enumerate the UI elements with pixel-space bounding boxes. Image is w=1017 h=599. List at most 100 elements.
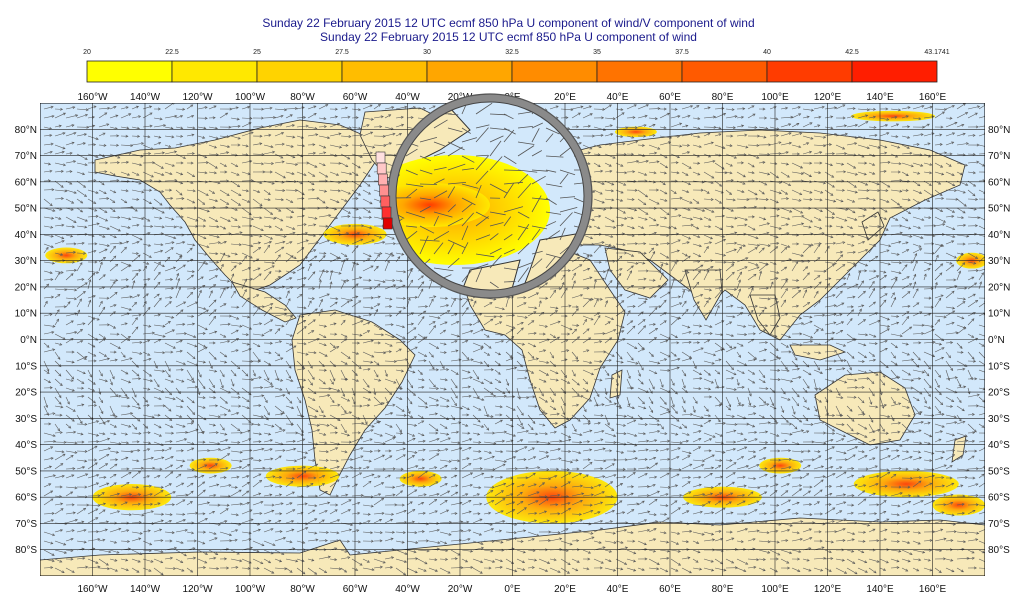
legend-swatch [171, 60, 258, 83]
magnifier-rim-outer [387, 93, 593, 299]
map-frame [40, 103, 985, 576]
legend-label: 32.5 [505, 49, 519, 56]
latitude-label-right: 10°S [988, 361, 1010, 372]
ocean-background [40, 103, 985, 576]
longitude-label-top: 140°W [130, 92, 161, 103]
latitude-label-right: 50°S [988, 466, 1010, 477]
wind-speed-shading [45, 110, 985, 524]
longitude-label-bottom: 80°E [712, 584, 734, 595]
wind-speed-zone [323, 223, 387, 245]
legend-swatch [851, 60, 938, 83]
legend-label: 22.5 [165, 49, 179, 56]
longitude-label-bottom: 140°E [866, 584, 894, 595]
central-america [231, 281, 297, 323]
longitude-labels: 160°W 140°W 120°W 100°W 80°W 60°W 40°W 20°W 0°E 2… [77, 92, 946, 595]
latitude-label-right: 0°N [988, 335, 1005, 346]
latitude-label-left: 30°N [15, 256, 37, 267]
latitude-label-right: 80°S [988, 545, 1010, 556]
british-isles [489, 181, 504, 206]
longitude-label-top: 40°E [607, 92, 629, 103]
longitude-label-bottom: 0°E [504, 584, 521, 595]
longitude-label-bottom: 140°W [130, 584, 161, 595]
south-america [291, 309, 416, 496]
wind-speed-zone [956, 252, 985, 269]
southeast-asia [749, 294, 781, 336]
longitude-label-bottom: 60°W [343, 584, 368, 595]
land-masses [40, 107, 985, 576]
latitude-label-right: 60°N [988, 177, 1010, 188]
new-zealand [951, 435, 967, 463]
wind-speed-zone [683, 486, 762, 508]
legend-label: 35 [593, 49, 601, 56]
australia [814, 371, 916, 446]
india [684, 269, 723, 321]
legend-swatch [426, 60, 513, 83]
north-america [94, 119, 379, 291]
magnifier-color-scale [375, 151, 393, 230]
color-legend: 20 22.5 25 27.5 30 32.5 35 37.5 40 42.5 43.1741 [83, 49, 950, 83]
latitude-label-left: 10°N [15, 309, 37, 320]
magnifier-lens[interactable] [360, 82, 607, 299]
longitude-label-bottom: 160°E [919, 584, 947, 595]
magnifier-rim-inner [395, 101, 585, 291]
longitude-label-top: 80°E [712, 92, 734, 103]
longitude-label-bottom: 20°W [448, 584, 473, 595]
latitude-label-right: 40°S [988, 440, 1010, 451]
longitude-label-bottom: 20°E [554, 584, 576, 595]
latitude-label-right: 20°N [988, 282, 1010, 293]
legend-swatch [596, 60, 683, 83]
latitude-label-left: 30°S [15, 414, 37, 425]
longitude-label-top: 160°E [919, 92, 947, 103]
madagascar [609, 369, 623, 399]
wind-speed-zone [486, 470, 618, 524]
longitude-label-top: 40°W [395, 92, 420, 103]
latitude-label-left: 0°N [20, 335, 37, 346]
legend-swatch [511, 60, 598, 83]
longitude-label-top: 140°E [866, 92, 894, 103]
chart-title-line-1: Sunday 22 February 2015 12 UTC ecmf 850 … [262, 16, 755, 30]
africa [461, 247, 626, 429]
legend-label: 42.5 [845, 49, 859, 56]
arabian-peninsula [604, 247, 669, 299]
wind-speed-zone [45, 247, 88, 264]
wind-speed-zone [265, 465, 340, 487]
latitude-label-right: 30°S [988, 414, 1010, 425]
longitude-label-top: 100°E [761, 92, 789, 103]
latitude-label-left: 60°S [15, 493, 37, 504]
longitude-label-top: 60°E [659, 92, 681, 103]
legend-label: 20 [83, 49, 91, 56]
legend-swatch [86, 60, 173, 83]
legend-label: 27.5 [335, 49, 349, 56]
longitude-label-bottom: 60°E [659, 584, 681, 595]
latitude-label-right: 20°S [988, 388, 1010, 399]
wind-speed-zone [189, 457, 232, 474]
wind-speed-zone [759, 457, 802, 474]
legend-label: 43.1741 [924, 49, 949, 56]
longitude-label-bottom: 80°W [290, 584, 315, 595]
latitude-label-right: 70°N [988, 151, 1010, 162]
magnifier-land [396, 107, 584, 290]
latitude-label-left: 40°N [15, 230, 37, 241]
wind-vectors [43, 103, 985, 576]
magnified-wind-core [396, 183, 490, 227]
longitude-label-top: 100°W [235, 92, 266, 103]
latitude-label-left: 40°S [15, 440, 37, 451]
longitude-label-bottom: 100°E [761, 584, 789, 595]
eurasia [484, 129, 966, 341]
latitude-labels: 80°N 80°N 70°N 70°N 60°N 60°N 50°N 50°N 40°N 40°N… [15, 125, 1011, 556]
japan [861, 211, 885, 241]
longitude-label-top: 0°E [504, 92, 521, 103]
wind-speed-zone [614, 126, 657, 138]
longitude-label-top: 60°W [343, 92, 368, 103]
magnifier-rim [388, 94, 592, 298]
latitude-label-right: 70°S [988, 519, 1010, 530]
latitude-label-left: 70°N [15, 151, 37, 162]
legend-swatch [766, 60, 853, 83]
latitude-label-right: 30°N [988, 256, 1010, 267]
legend-label: 40 [763, 49, 771, 56]
wind-speed-zone [399, 470, 442, 487]
latitude-label-right: 50°N [988, 204, 1010, 215]
latitude-label-right: 10°N [988, 309, 1010, 320]
latitude-label-left: 80°S [15, 545, 37, 556]
